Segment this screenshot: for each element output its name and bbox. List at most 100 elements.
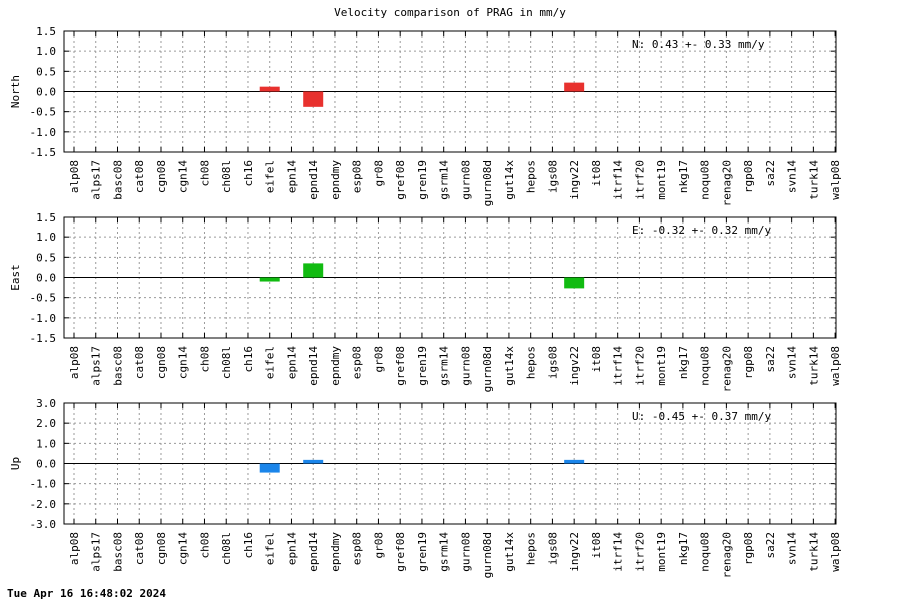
x-tick-label: ch08 <box>198 160 211 187</box>
x-tick-label: sa22 <box>764 346 777 373</box>
x-tick-label: itrf20 <box>633 160 646 200</box>
x-tick-label: nkg17 <box>677 532 690 565</box>
x-tick-label: esp08 <box>351 160 364 193</box>
x-tick-label: mont19 <box>655 532 668 572</box>
x-tick-label: itrf14 <box>612 160 625 200</box>
x-tick-label: hepos <box>525 160 538 193</box>
x-tick-label: svn14 <box>786 160 799 193</box>
x-tick-label: hepos <box>525 346 538 379</box>
x-tick-label: cgn14 <box>177 160 190 193</box>
x-tick-label: gsrm14 <box>438 346 451 386</box>
bar-epnd14 <box>303 263 324 278</box>
x-tick-label: alps17 <box>90 532 103 572</box>
y-tick-label: 1.0 <box>36 45 56 58</box>
x-tick-label: mont19 <box>655 346 668 386</box>
x-tick-label: alp08 <box>68 532 81 565</box>
x-tick-label: ch08l <box>220 346 233 379</box>
y-tick-label: -3.0 <box>30 518 57 531</box>
y-tick-label: 0.0 <box>36 458 56 471</box>
y-tick-label: 1.0 <box>36 437 56 450</box>
y-tick-label: 0.5 <box>36 65 56 78</box>
x-tick-label: renag20 <box>720 346 733 392</box>
x-tick-label: sa22 <box>764 160 777 187</box>
y-tick-label: -1.5 <box>30 146 57 159</box>
x-tick-label: gut14x <box>503 160 516 200</box>
x-tick-label: itrf20 <box>633 532 646 572</box>
x-tick-label: epnd14 <box>307 160 320 200</box>
x-tick-label: itrf14 <box>612 346 625 386</box>
x-tick-label: gren19 <box>416 532 429 572</box>
x-tick-label: epn14 <box>285 346 298 379</box>
x-tick-label: cat08 <box>133 160 146 193</box>
x-tick-label: ch08l <box>220 160 233 193</box>
y-tick-label: -0.5 <box>30 106 57 119</box>
x-tick-label: ingv22 <box>568 160 581 200</box>
x-tick-label: esp08 <box>351 346 364 379</box>
x-tick-label: cat08 <box>133 532 146 565</box>
x-tick-label: epn14 <box>285 160 298 193</box>
x-tick-label: hepos <box>525 532 538 565</box>
x-tick-label: cgn14 <box>177 532 190 565</box>
x-tick-label: gut14x <box>503 346 516 386</box>
bar-eifel <box>259 277 280 282</box>
chart-title: Velocity comparison of PRAG in mm/y <box>334 6 566 19</box>
x-tick-label: alp08 <box>68 160 81 193</box>
x-tick-label: nkg17 <box>677 346 690 379</box>
x-tick-label: ch16 <box>242 532 255 559</box>
x-tick-label: epndmy <box>329 532 342 572</box>
x-tick-label: walp08 <box>829 160 842 200</box>
x-tick-label: ingv22 <box>568 532 581 572</box>
bar-ingv22 <box>564 459 585 464</box>
x-tick-label: ch16 <box>242 160 255 187</box>
plot-frame <box>63 30 837 153</box>
x-tick-label: epnd14 <box>307 346 320 386</box>
x-tick-label: gren19 <box>416 160 429 200</box>
x-tick-label: turk14 <box>807 532 820 572</box>
x-tick-label: itrf20 <box>633 346 646 386</box>
x-tick-label: walp08 <box>829 532 842 572</box>
x-tick-label: renag20 <box>720 160 733 206</box>
y-tick-label: 0.0 <box>36 86 56 99</box>
x-tick-label: esp08 <box>351 532 364 565</box>
x-tick-label: epnd14 <box>307 532 320 572</box>
x-tick-label: igs08 <box>546 160 559 193</box>
y-tick-label: -1.0 <box>30 478 57 491</box>
plot-frame <box>63 402 837 525</box>
x-tick-label: basc08 <box>111 346 124 386</box>
x-tick-label: gurn08 <box>459 346 472 386</box>
x-tick-label: eifel <box>264 160 277 193</box>
x-tick-label: epndmy <box>329 346 342 386</box>
y-tick-label: 0.0 <box>36 272 56 285</box>
y-tick-label: -1.0 <box>30 126 57 139</box>
x-tick-label: noqu08 <box>699 532 712 572</box>
y-tick-label: 2.0 <box>36 417 56 430</box>
x-tick-label: ingv22 <box>568 346 581 386</box>
x-tick-label: walp08 <box>829 346 842 386</box>
x-tick-label: gurn08 <box>459 160 472 200</box>
x-tick-label: gr08 <box>372 532 385 559</box>
x-tick-label: gref08 <box>394 346 407 386</box>
x-tick-label: svn14 <box>786 532 799 565</box>
bar-ingv22 <box>564 277 585 289</box>
x-tick-label: igs08 <box>546 532 559 565</box>
x-tick-label: itrf14 <box>612 532 625 572</box>
stat-annotation: N: 0.43 +- 0.33 mm/y <box>632 38 765 51</box>
x-tick-label: gren19 <box>416 346 429 386</box>
x-tick-label: eifel <box>264 532 277 565</box>
x-tick-label: cat08 <box>133 346 146 379</box>
x-tick-label: noqu08 <box>699 346 712 386</box>
y-tick-label: -2.0 <box>30 498 57 511</box>
x-tick-label: renag20 <box>720 532 733 578</box>
stat-annotation: U: -0.45 +- 0.37 mm/y <box>632 410 771 423</box>
x-tick-label: ch08 <box>198 346 211 373</box>
x-tick-label: noqu08 <box>699 160 712 200</box>
bar-epnd14 <box>303 91 324 107</box>
y-axis-label: North <box>9 75 22 108</box>
timestamp: Tue Apr 16 16:48:02 2024 <box>7 587 166 600</box>
x-tick-label: gurn08d <box>481 346 494 392</box>
x-tick-label: it08 <box>590 346 603 373</box>
x-tick-label: turk14 <box>807 160 820 200</box>
y-tick-label: 3.0 <box>36 397 56 410</box>
stat-annotation: E: -0.32 +- 0.32 mm/y <box>632 224 771 237</box>
x-tick-label: basc08 <box>111 160 124 200</box>
